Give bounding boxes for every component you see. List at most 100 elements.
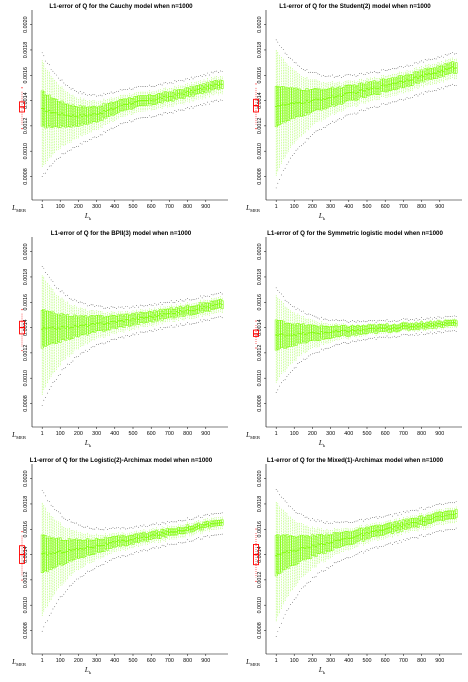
outlier — [290, 506, 291, 507]
boxplot-k-990 — [220, 512, 224, 535]
outlier — [139, 117, 141, 119]
outlier — [116, 307, 117, 309]
outlier — [297, 513, 299, 514]
outlier — [187, 517, 188, 519]
outlier — [52, 70, 54, 72]
outlier — [54, 606, 56, 608]
outlier — [410, 97, 412, 99]
outlier — [156, 85, 158, 86]
outlier — [384, 336, 386, 338]
outlier — [61, 596, 63, 597]
outlier — [350, 321, 351, 322]
outlier — [181, 542, 183, 544]
outlier — [384, 515, 386, 517]
outlier — [444, 85, 446, 87]
outlier — [424, 535, 426, 537]
outlier — [310, 71, 311, 73]
x-tick-label: 300 — [326, 431, 335, 437]
outlier — [172, 521, 174, 523]
boxplot-k-160 — [303, 516, 307, 587]
outlier — [216, 293, 218, 295]
outlier — [401, 99, 402, 100]
outlier — [321, 316, 322, 318]
outlier — [299, 362, 301, 363]
outlier — [132, 333, 134, 335]
outlier — [199, 517, 201, 518]
y-tick-label: 0.0008 — [23, 168, 29, 185]
outlier — [185, 107, 187, 109]
outlier — [392, 544, 393, 545]
outlier — [324, 348, 326, 350]
y-tick-label: 0.0008 — [257, 622, 263, 639]
outlier — [150, 548, 152, 550]
outlier — [297, 64, 299, 66]
outlier — [395, 512, 397, 514]
outlier — [357, 339, 359, 341]
outlier — [308, 518, 310, 520]
outlier — [452, 529, 453, 530]
outlier — [342, 76, 344, 77]
outlier — [130, 335, 132, 336]
outlier — [136, 551, 137, 553]
outlier — [419, 61, 421, 63]
outlier — [324, 127, 326, 128]
outlier — [87, 94, 88, 96]
outlier — [448, 53, 450, 55]
y-tick-label: 0.0012 — [257, 345, 263, 362]
outlier — [207, 295, 208, 297]
outlier — [150, 524, 152, 526]
outlier — [341, 521, 342, 523]
outlier — [161, 84, 163, 86]
outlier — [192, 518, 194, 520]
outlier — [355, 75, 357, 77]
outlier — [304, 141, 306, 143]
outlier — [421, 92, 422, 94]
boxplot-k-50 — [283, 500, 287, 616]
outlier — [76, 300, 77, 302]
outlier — [209, 320, 210, 321]
x-tick-label: 900 — [435, 431, 444, 437]
outlier — [65, 84, 67, 86]
outlier — [317, 317, 319, 319]
outlier — [141, 305, 143, 306]
outlier — [105, 131, 107, 133]
outlier — [205, 536, 207, 537]
outlier — [79, 576, 81, 578]
outlier — [304, 585, 306, 587]
outlier — [368, 337, 370, 339]
outlier — [388, 321, 390, 323]
outlier — [346, 343, 348, 344]
outlier — [413, 334, 415, 336]
outlier — [96, 137, 97, 138]
outlier — [181, 109, 183, 111]
outlier — [328, 347, 330, 349]
outlier — [284, 379, 286, 381]
outlier — [198, 537, 199, 539]
boxplot-k-80 — [55, 74, 58, 160]
outlier — [183, 80, 185, 82]
outlier — [293, 599, 295, 600]
boxplot-k-90 — [57, 77, 60, 159]
outlier — [366, 518, 368, 519]
outlier — [83, 303, 85, 305]
outlier — [317, 351, 319, 353]
y-tick-label: 0.0020 — [257, 243, 263, 260]
outlier — [433, 90, 435, 91]
outlier — [43, 492, 45, 494]
outlier — [412, 97, 413, 98]
outlier — [212, 513, 214, 515]
outlier — [125, 89, 127, 90]
outlier — [108, 129, 110, 131]
outlier — [72, 299, 74, 301]
outlier — [127, 334, 128, 336]
outlier — [138, 526, 139, 528]
outlier — [306, 582, 308, 584]
outlier — [212, 318, 214, 320]
outlier — [85, 141, 87, 143]
outlier — [450, 502, 452, 504]
boxplot-k-280 — [91, 304, 95, 347]
outlier — [322, 522, 324, 523]
outlier — [194, 76, 196, 78]
outlier — [452, 502, 453, 504]
outlier — [59, 79, 61, 81]
